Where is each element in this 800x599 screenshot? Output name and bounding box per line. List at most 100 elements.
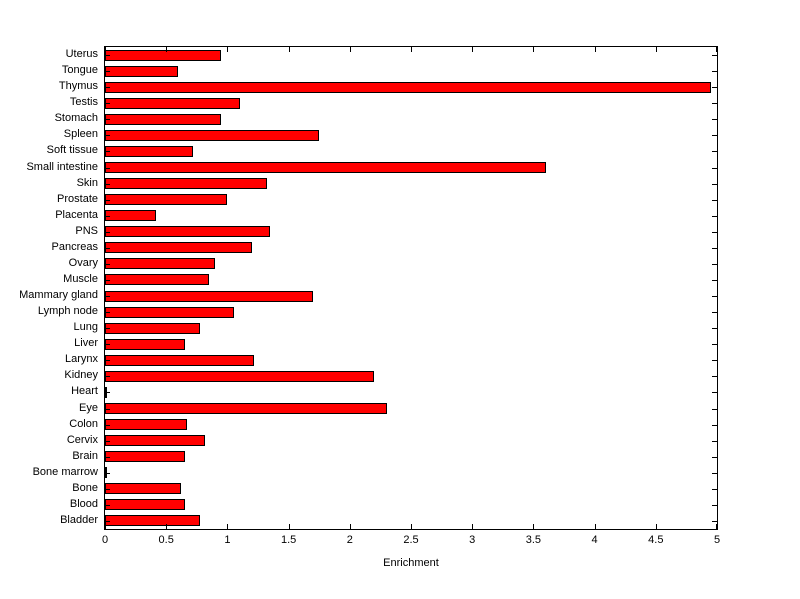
x-tick [533,47,535,52]
y-tick [105,263,110,265]
y-tick [105,520,110,522]
y-tick [105,279,110,281]
x-tick [655,524,657,529]
bar [105,515,201,527]
bar [105,129,320,141]
y-tick [105,167,110,169]
y-tick [712,344,717,346]
x-tick [166,47,168,52]
y-tick-label: Bone marrow [32,465,98,478]
y-tick [712,440,717,442]
y-tick [712,279,717,281]
bar [105,403,387,414]
y-tick-label: Mammary gland [19,289,98,302]
y-tick [105,392,110,394]
x-tick [594,524,596,529]
y-tick [105,231,110,233]
y-tick [105,247,110,249]
x-tick-label: 3 [469,534,476,546]
bar [105,210,157,222]
y-tick [105,312,110,314]
bar [105,322,201,334]
y-tick-label: Prostate [57,192,98,205]
y-tick [712,151,717,153]
y-tick [712,488,717,490]
y-tick [105,71,110,73]
x-tick [288,47,290,52]
y-tick [105,328,110,330]
y-tick-label: Eye [79,401,98,414]
bar [105,145,194,157]
bar [105,338,185,350]
y-tick [712,199,717,201]
x-axis-label: Enrichment [383,557,439,569]
y-tick-label: Larynx [64,353,98,366]
x-tick-label: 1.5 [280,534,297,546]
y-tick [105,408,110,410]
y-tick [105,360,110,362]
y-tick-label: Spleen [63,128,98,141]
y-tick-label: Bone [72,481,98,494]
x-tick [105,524,106,529]
y-tick [712,55,717,57]
y-tick [712,263,717,265]
y-tick [105,215,110,217]
x-tick [349,47,351,52]
x-tick-label: 5 [713,534,721,546]
x-tick-label: 4.5 [648,534,664,546]
bar [105,49,222,61]
y-tick-label: Uterus [65,48,98,61]
x-tick [166,524,168,529]
x-tick [411,524,412,529]
y-tick-label: Bladder [60,513,98,526]
y-tick [105,103,110,105]
bar [105,226,271,238]
x-tick-label: 0.5 [158,534,174,546]
bar [105,194,228,206]
y-tick [712,231,717,233]
y-tick [105,440,110,442]
y-tick [712,456,717,458]
y-tick-label: Thymus [58,80,98,93]
y-tick [712,119,717,121]
y-tick [105,488,110,490]
x-tick [716,47,717,52]
x-tick-label: 0 [101,534,109,546]
bar [105,290,314,302]
y-tick [712,376,717,378]
bar [105,258,216,270]
y-tick-label: Ovary [68,256,98,269]
y-tick [105,151,110,153]
bar [105,97,240,109]
y-tick [712,504,717,506]
x-tick-label: 2 [346,534,353,546]
y-tick [105,199,110,201]
y-tick [105,296,110,298]
x-tick [533,524,535,529]
y-tick-label: Testis [69,96,98,109]
bar [105,242,252,254]
y-tick [712,472,717,474]
bar [105,354,255,366]
x-tick [594,47,596,52]
y-tick [712,360,717,362]
bar [105,483,181,495]
y-tick-label: Cervix [66,433,98,446]
y-tick [105,456,110,458]
y-tick-label: Pancreas [51,240,98,253]
y-tick [712,247,717,249]
x-tick [716,524,717,529]
y-tick-label: Colon [69,417,98,430]
y-tick-label: Placenta [55,208,98,221]
bar [105,419,187,431]
y-tick-label: Lung [73,321,98,334]
y-tick [105,424,110,426]
bar [105,178,267,190]
y-tick [712,135,717,137]
y-tick-label: Small intestine [26,160,98,173]
y-tick [712,183,717,185]
bar [105,65,179,77]
x-tick [472,47,474,52]
x-tick [227,47,229,52]
x-tick-label: 2.5 [403,534,419,546]
